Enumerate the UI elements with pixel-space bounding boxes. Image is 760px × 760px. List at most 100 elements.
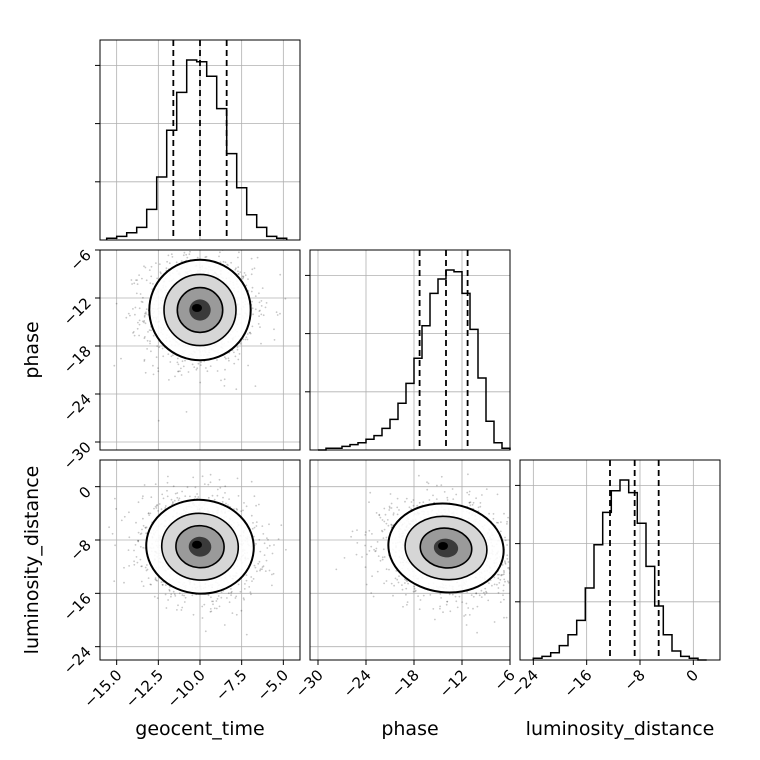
sample-point: [452, 498, 455, 500]
sample-point: [271, 584, 273, 587]
sample-point: [371, 575, 373, 578]
sample-point: [378, 514, 381, 517]
sample-point: [143, 321, 145, 324]
sample-point: [143, 320, 146, 322]
sample-point: [394, 577, 397, 580]
sample-point: [497, 577, 500, 580]
sample-point: [404, 582, 406, 584]
sample-point: [485, 488, 488, 490]
sample-point: [155, 504, 158, 507]
sample-point: [239, 342, 242, 345]
sample-point: [467, 473, 469, 476]
sample-point: [440, 597, 442, 599]
sample-point: [375, 512, 378, 514]
sample-point: [179, 370, 181, 373]
sample-point: [475, 592, 478, 595]
sample-point: [184, 359, 186, 362]
sample-point: [156, 597, 159, 599]
sample-point: [376, 541, 379, 543]
sample-point: [388, 568, 390, 571]
sample-point: [390, 507, 393, 509]
sample-point: [503, 578, 506, 581]
sample-point: [480, 589, 483, 592]
sample-point: [191, 594, 194, 597]
sample-point: [268, 569, 271, 572]
sample-point: [226, 263, 229, 266]
sample-point: [125, 316, 128, 319]
sample-point: [398, 575, 400, 578]
sample-point: [259, 326, 261, 328]
sample-point: [383, 582, 385, 585]
sample-point: [428, 499, 431, 501]
sample-point: [414, 589, 417, 592]
sample-point: [259, 569, 261, 572]
y-tick-label-luminosity_distance: 0: [75, 483, 94, 502]
x-axis-label-luminosity-distance: luminosity_distance: [526, 718, 715, 740]
sample-point: [261, 525, 264, 527]
sample-point: [263, 554, 266, 556]
sample-point: [376, 570, 379, 573]
sample-point: [187, 371, 190, 373]
sample-point: [261, 566, 264, 568]
histogram-phase: [318, 269, 511, 451]
sample-point: [356, 529, 358, 531]
sample-point: [435, 498, 438, 500]
sample-point: [446, 600, 449, 603]
sample-point: [213, 498, 216, 501]
y-tick-label-luminosity_distance: −24: [60, 643, 95, 678]
sample-point: [503, 571, 505, 574]
sample-point: [496, 493, 499, 496]
sample-point: [237, 495, 240, 497]
sample-point: [235, 267, 237, 270]
sample-point: [493, 621, 496, 623]
sample-point: [243, 598, 246, 601]
sample-point: [485, 590, 487, 593]
x-tick-label-geocent_time: −12.5: [122, 666, 167, 711]
frame-layer: [95, 39, 721, 665]
sample-point: [128, 536, 131, 539]
sample-point: [364, 544, 366, 547]
sample-point: [170, 593, 173, 596]
sample-point: [223, 385, 226, 387]
sample-point: [235, 507, 238, 510]
sample-point: [152, 283, 154, 285]
sample-point: [262, 565, 265, 568]
sample-point: [432, 608, 435, 610]
sample-point: [205, 367, 207, 369]
sample-point: [133, 560, 136, 563]
sample-point: [255, 525, 258, 527]
sample-point: [484, 587, 487, 590]
sample-point: [381, 558, 384, 561]
sample-point: [449, 610, 452, 613]
sample-point: [127, 511, 130, 514]
sample-point: [180, 367, 182, 370]
sample-point: [480, 596, 483, 598]
sample-point: [478, 594, 481, 597]
sample-point: [465, 602, 468, 605]
sample-point: [133, 563, 136, 566]
sample-point: [144, 322, 147, 325]
sample-point: [245, 336, 248, 339]
x-tick-label-geocent_time: −15.0: [80, 666, 125, 711]
sample-point: [350, 535, 352, 538]
sample-point: [224, 485, 227, 488]
sample-point: [258, 301, 261, 304]
sample-point: [284, 297, 287, 300]
sample-point: [485, 591, 488, 594]
sample-point: [131, 283, 134, 285]
sample-point: [251, 580, 253, 582]
sample-point: [266, 547, 269, 549]
sample-point: [467, 607, 470, 609]
sample-point: [239, 243, 241, 245]
x-tick-label-luminosity_distance: −24: [507, 666, 542, 701]
histogram-geocent_time: [105, 59, 288, 240]
sample-point: [218, 605, 221, 608]
sample-point: [439, 607, 441, 610]
x-axis-label-phase: phase: [381, 718, 438, 740]
sample-point: [496, 583, 498, 586]
sample-point: [500, 573, 503, 576]
x-tick-label-geocent_time: −5.0: [254, 666, 292, 704]
sample-point: [524, 604, 526, 606]
sample-point: [141, 301, 144, 303]
density-peak: [438, 542, 448, 550]
